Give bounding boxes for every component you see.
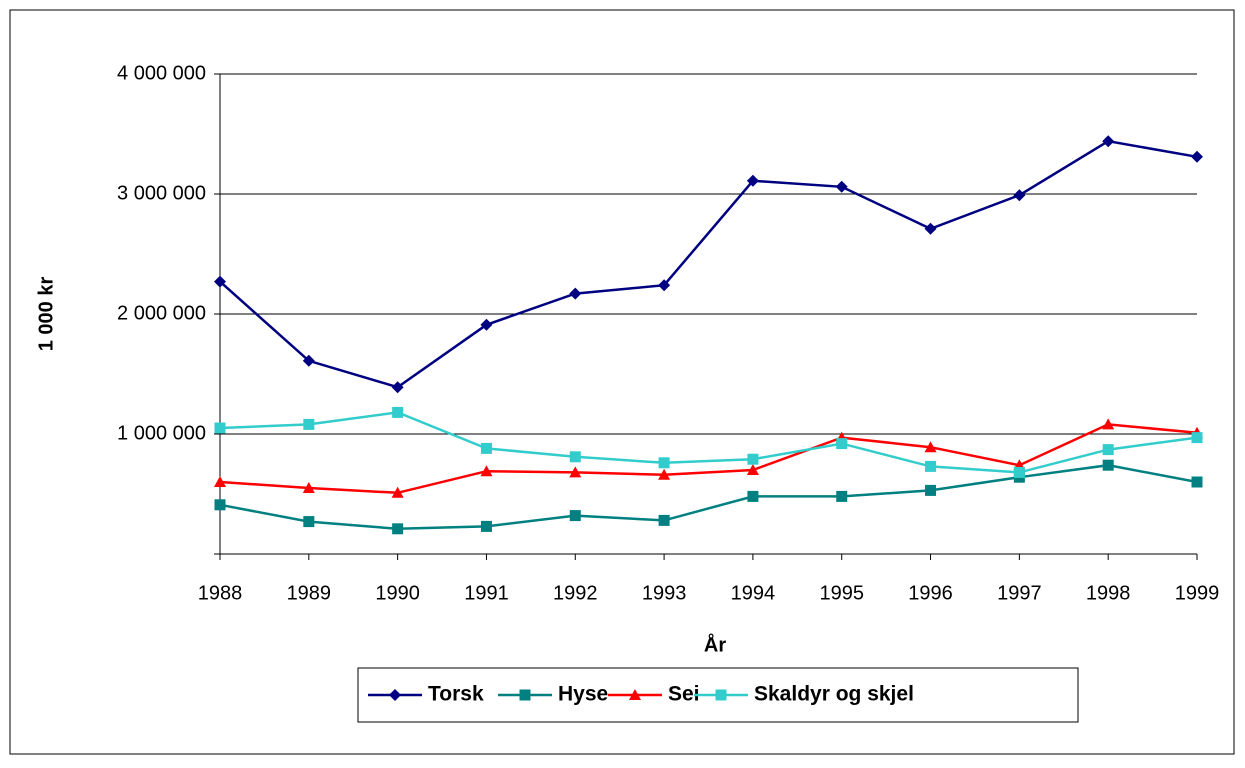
marker bbox=[1102, 444, 1114, 456]
marker bbox=[519, 689, 531, 701]
x-tick-label: 1995 bbox=[819, 582, 864, 604]
marker bbox=[1191, 476, 1203, 488]
marker bbox=[392, 406, 404, 418]
marker bbox=[392, 523, 404, 535]
x-tick-label: 1996 bbox=[908, 582, 953, 604]
series-line bbox=[219, 463, 1198, 531]
marker bbox=[214, 275, 226, 288]
marker bbox=[924, 222, 937, 235]
x-tick-label: 1990 bbox=[375, 582, 420, 604]
marker bbox=[747, 453, 759, 465]
x-axis-title: År bbox=[704, 632, 726, 656]
marker bbox=[391, 381, 404, 394]
chart-frame bbox=[9, 9, 1235, 755]
marker bbox=[658, 279, 671, 292]
x-tick-label: 1994 bbox=[731, 582, 776, 604]
legend-label: Sei bbox=[668, 683, 700, 706]
marker bbox=[1102, 135, 1115, 148]
marker bbox=[569, 451, 581, 463]
marker bbox=[1013, 189, 1026, 202]
x-tick-label: 1991 bbox=[464, 582, 509, 604]
marker bbox=[302, 354, 315, 367]
marker bbox=[629, 689, 641, 700]
marker bbox=[303, 418, 315, 430]
marker bbox=[391, 486, 404, 498]
marker bbox=[924, 441, 937, 453]
marker bbox=[925, 460, 937, 472]
y-tick-label: 3 000 000 bbox=[117, 182, 206, 204]
marker bbox=[480, 442, 492, 454]
marker bbox=[1191, 432, 1203, 444]
marker bbox=[1102, 418, 1115, 430]
legend-label: Hyse bbox=[558, 683, 608, 706]
legend-label: Torsk bbox=[428, 683, 484, 706]
series-line bbox=[219, 423, 1198, 495]
x-tick-label: 1988 bbox=[198, 582, 243, 604]
marker bbox=[925, 484, 937, 496]
marker bbox=[658, 514, 670, 526]
x-tick-label: 1999 bbox=[1175, 582, 1220, 604]
marker bbox=[214, 422, 226, 434]
x-tick-label: 1997 bbox=[997, 582, 1042, 604]
y-tick-label: 1 000 000 bbox=[117, 422, 206, 444]
x-tick-label: 1992 bbox=[553, 582, 598, 604]
marker bbox=[746, 174, 759, 187]
y-tick-label: 2 000 000 bbox=[117, 302, 206, 324]
marker bbox=[303, 516, 315, 528]
x-tick-label: 1993 bbox=[642, 582, 687, 604]
marker bbox=[302, 482, 315, 493]
marker bbox=[569, 510, 581, 522]
marker bbox=[835, 180, 848, 193]
marker bbox=[480, 520, 492, 532]
marker bbox=[836, 438, 848, 450]
series-line bbox=[219, 139, 1198, 389]
marker bbox=[1102, 459, 1114, 471]
series-line bbox=[219, 411, 1198, 474]
marker bbox=[658, 457, 670, 469]
marker bbox=[746, 464, 759, 475]
marker bbox=[480, 318, 493, 331]
marker bbox=[1013, 466, 1025, 478]
marker bbox=[214, 499, 226, 511]
marker bbox=[389, 689, 401, 701]
marker bbox=[569, 287, 582, 300]
x-tick-label: 1998 bbox=[1086, 582, 1131, 604]
marker bbox=[658, 468, 671, 480]
x-tick-label: 1989 bbox=[287, 582, 332, 604]
marker bbox=[836, 490, 848, 502]
y-axis-title: 1 000 kr bbox=[35, 277, 57, 352]
marker bbox=[715, 689, 727, 701]
marker bbox=[747, 490, 759, 502]
marker bbox=[480, 465, 493, 477]
marker bbox=[569, 466, 582, 478]
y-tick-label: 4 000 000 bbox=[117, 62, 206, 84]
marker bbox=[1191, 150, 1203, 163]
marker bbox=[214, 476, 226, 487]
legend-label: Skaldyr og skjel bbox=[754, 683, 914, 706]
